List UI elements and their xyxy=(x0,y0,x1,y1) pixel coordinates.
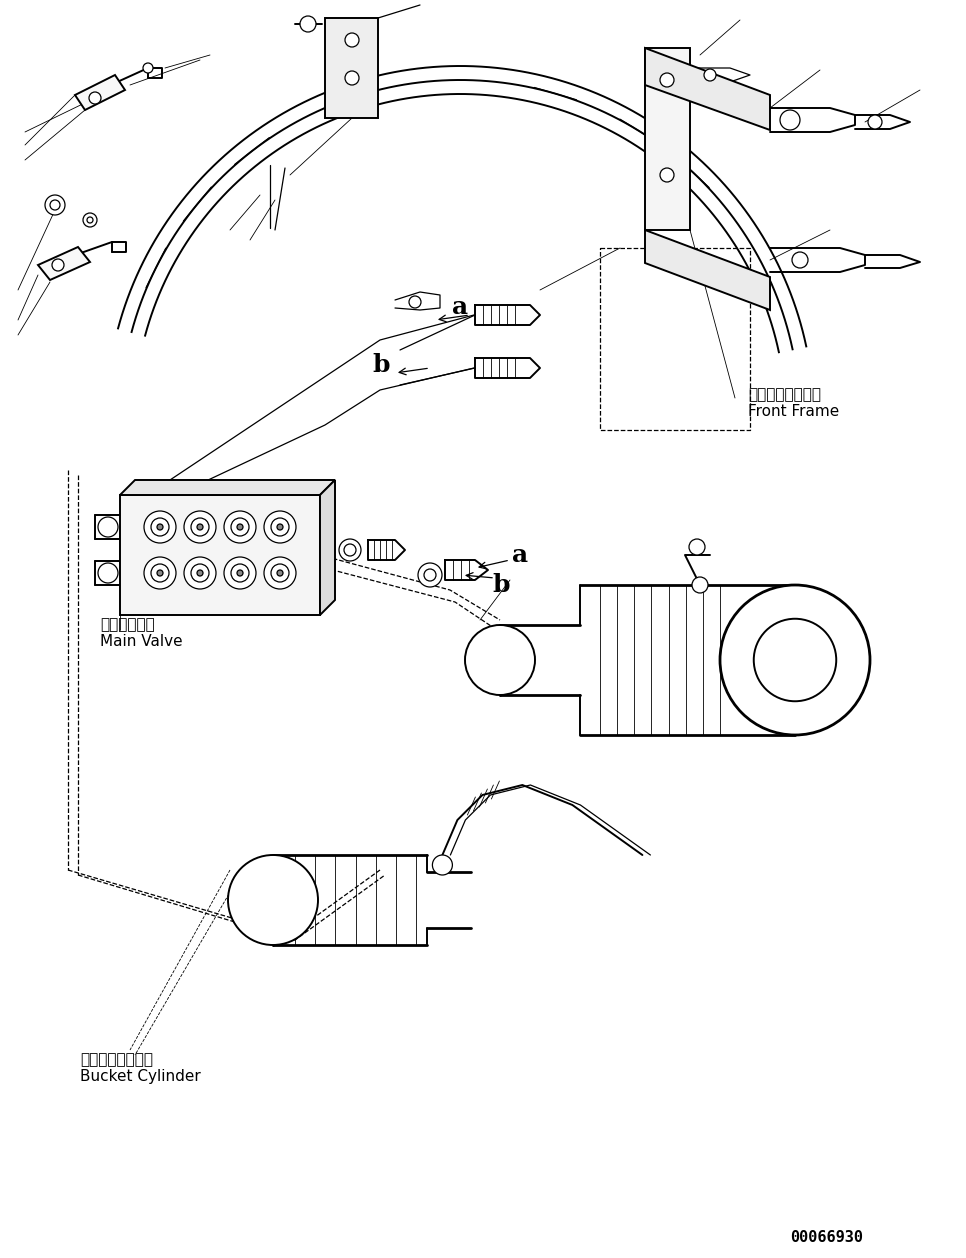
Circle shape xyxy=(704,69,716,81)
Circle shape xyxy=(224,511,256,543)
Circle shape xyxy=(157,525,163,530)
Circle shape xyxy=(151,564,169,582)
Circle shape xyxy=(144,511,176,543)
Polygon shape xyxy=(325,18,378,118)
Polygon shape xyxy=(120,481,335,494)
Polygon shape xyxy=(645,230,770,309)
Polygon shape xyxy=(320,481,335,615)
Polygon shape xyxy=(75,75,125,109)
Circle shape xyxy=(184,557,216,589)
Circle shape xyxy=(184,511,216,543)
Circle shape xyxy=(50,200,60,210)
Circle shape xyxy=(344,543,356,556)
Circle shape xyxy=(345,70,359,86)
Circle shape xyxy=(237,525,243,530)
Circle shape xyxy=(792,252,808,268)
Circle shape xyxy=(144,557,176,589)
Circle shape xyxy=(692,577,708,593)
Polygon shape xyxy=(38,247,90,281)
Circle shape xyxy=(660,169,674,182)
Text: バケットシリンダ: バケットシリンダ xyxy=(80,1053,153,1068)
Circle shape xyxy=(264,511,296,543)
Circle shape xyxy=(89,92,101,104)
Circle shape xyxy=(191,564,209,582)
Circle shape xyxy=(780,109,800,130)
Circle shape xyxy=(157,570,163,576)
Circle shape xyxy=(228,855,318,945)
Circle shape xyxy=(868,114,882,130)
Circle shape xyxy=(433,855,452,876)
Circle shape xyxy=(98,564,118,582)
Circle shape xyxy=(660,73,674,87)
Text: Front Frame: Front Frame xyxy=(748,405,839,419)
Circle shape xyxy=(418,564,442,587)
Circle shape xyxy=(339,538,361,561)
Text: b: b xyxy=(492,572,509,598)
Circle shape xyxy=(277,570,283,576)
Text: メインバルブ: メインバルブ xyxy=(100,618,155,633)
Circle shape xyxy=(345,33,359,47)
Circle shape xyxy=(424,569,436,581)
Polygon shape xyxy=(645,48,770,130)
Circle shape xyxy=(237,570,243,576)
Circle shape xyxy=(45,195,65,215)
Text: Main Valve: Main Valve xyxy=(100,634,183,649)
Circle shape xyxy=(87,216,93,223)
Circle shape xyxy=(689,538,705,555)
Circle shape xyxy=(98,517,118,537)
Text: b: b xyxy=(373,353,390,377)
Circle shape xyxy=(197,570,203,576)
Circle shape xyxy=(83,213,97,226)
Circle shape xyxy=(465,625,535,694)
Text: a: a xyxy=(512,543,528,567)
Circle shape xyxy=(191,518,209,536)
Circle shape xyxy=(52,259,64,270)
Circle shape xyxy=(720,585,870,735)
Text: フロントフレーム: フロントフレーム xyxy=(748,387,821,403)
Polygon shape xyxy=(645,48,690,230)
Circle shape xyxy=(277,525,283,530)
Text: Bucket Cylinder: Bucket Cylinder xyxy=(80,1069,201,1084)
Circle shape xyxy=(231,564,249,582)
Text: 00066930: 00066930 xyxy=(790,1229,863,1244)
Circle shape xyxy=(151,518,169,536)
Circle shape xyxy=(271,564,289,582)
Circle shape xyxy=(231,518,249,536)
Circle shape xyxy=(143,63,153,73)
Circle shape xyxy=(197,525,203,530)
Circle shape xyxy=(409,296,421,308)
Text: a: a xyxy=(452,294,468,320)
Circle shape xyxy=(271,518,289,536)
Circle shape xyxy=(224,557,256,589)
Circle shape xyxy=(264,557,296,589)
Polygon shape xyxy=(120,494,320,615)
Circle shape xyxy=(300,16,316,31)
Circle shape xyxy=(753,619,837,701)
